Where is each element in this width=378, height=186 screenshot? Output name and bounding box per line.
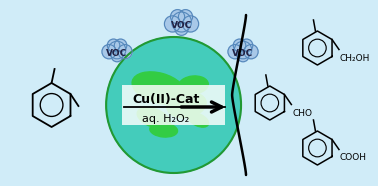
Ellipse shape bbox=[178, 76, 208, 94]
Ellipse shape bbox=[167, 92, 206, 118]
Text: VOC: VOC bbox=[232, 49, 254, 57]
Text: CH₂OH: CH₂OH bbox=[340, 54, 370, 62]
Ellipse shape bbox=[150, 123, 178, 137]
Ellipse shape bbox=[137, 108, 170, 128]
Circle shape bbox=[114, 39, 127, 52]
Text: CHO: CHO bbox=[292, 108, 312, 118]
Circle shape bbox=[118, 44, 132, 59]
Circle shape bbox=[240, 39, 253, 52]
Text: COOH: COOH bbox=[340, 153, 367, 163]
Circle shape bbox=[237, 50, 249, 62]
Ellipse shape bbox=[132, 72, 185, 104]
Text: VOC: VOC bbox=[107, 49, 128, 57]
Circle shape bbox=[111, 50, 123, 62]
Text: Cu(II)-Cat: Cu(II)-Cat bbox=[132, 92, 199, 105]
Circle shape bbox=[178, 10, 192, 24]
Circle shape bbox=[164, 16, 180, 32]
Text: aq. H₂O₂: aq. H₂O₂ bbox=[142, 114, 189, 124]
Circle shape bbox=[107, 39, 120, 52]
Circle shape bbox=[108, 41, 126, 59]
Circle shape bbox=[172, 12, 191, 32]
FancyBboxPatch shape bbox=[122, 85, 225, 125]
Circle shape bbox=[175, 22, 188, 35]
Circle shape bbox=[106, 37, 241, 173]
Ellipse shape bbox=[188, 113, 209, 127]
Circle shape bbox=[183, 16, 198, 32]
Circle shape bbox=[102, 44, 116, 59]
Circle shape bbox=[233, 39, 246, 52]
Text: VOC: VOC bbox=[171, 20, 192, 30]
Circle shape bbox=[244, 44, 258, 59]
Circle shape bbox=[170, 10, 184, 24]
Circle shape bbox=[234, 41, 252, 59]
Circle shape bbox=[228, 44, 242, 59]
